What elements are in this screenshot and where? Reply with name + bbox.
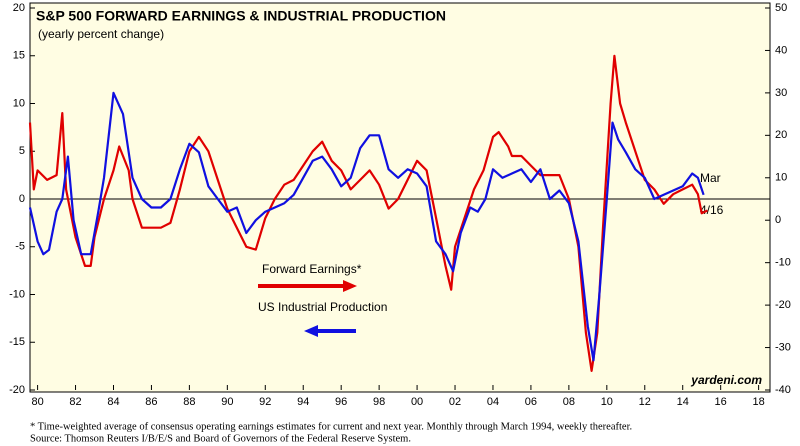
x-tick-label: 84 [107,396,119,408]
x-tick-label: 08 [563,396,575,408]
chart-title: S&P 500 FORWARD EARNINGS & INDUSTRIAL PR… [36,8,446,24]
y2-tick-label: 30 [775,87,787,99]
y-tick-label: -10 [9,288,25,300]
x-tick-label: 86 [145,396,157,408]
legend-label: Forward Earnings* [262,262,362,276]
y2-tick-label: -10 [775,257,791,269]
x-tick-label: 82 [69,396,81,408]
x-tick-label: 94 [297,396,309,408]
x-tick-label: 04 [487,396,499,408]
y-tick-label: 10 [13,97,25,109]
y2-tick-label: -30 [775,341,791,353]
y2-tick-label: 40 [775,44,787,56]
annotation: 4/16 [700,203,724,217]
y-tick-label: 0 [19,193,25,205]
x-tick-label: 16 [715,396,727,408]
y2-tick-label: -20 [775,299,791,311]
y-tick-label: 15 [13,50,25,62]
x-tick-label: 00 [411,396,423,408]
y2-tick-label: -40 [775,384,791,396]
footnote: * Time-weighted average of consensus ope… [30,421,632,432]
x-tick-label: 96 [335,396,347,408]
y2-tick-label: 20 [775,129,787,141]
chart-subtitle: (yearly percent change) [38,27,164,41]
x-tick-label: 18 [752,396,764,408]
x-tick-label: 14 [677,396,689,408]
legend-arrowhead [304,325,318,337]
data-line [28,91,705,362]
x-tick-label: 90 [221,396,233,408]
x-tick-label: 98 [373,396,385,408]
y2-tick-label: 10 [775,172,787,184]
y2-tick-label: 0 [775,214,781,226]
y-tick-label: 20 [13,2,25,14]
legend-label: US Industrial Production [258,300,387,314]
x-tick-label: 80 [31,396,43,408]
x-tick-label: 02 [449,396,461,408]
x-tick-label: 12 [639,396,651,408]
y2-tick-label: 50 [775,2,787,14]
x-tick-label: 92 [259,396,271,408]
y-tick-label: -15 [9,336,25,348]
x-tick-label: 10 [601,396,613,408]
y-tick-label: 5 [19,145,25,157]
x-tick-label: 88 [183,396,195,408]
watermark: yardeni.com [690,373,762,387]
y-tick-label: -5 [15,241,25,253]
x-tick-label: 06 [525,396,537,408]
annotation: Mar [700,171,721,185]
data-line [28,54,708,372]
footnote: Source: Thomson Reuters I/B/E/S and Boar… [30,433,411,444]
y-tick-label: -20 [9,384,25,396]
legend-arrowhead [343,280,357,292]
